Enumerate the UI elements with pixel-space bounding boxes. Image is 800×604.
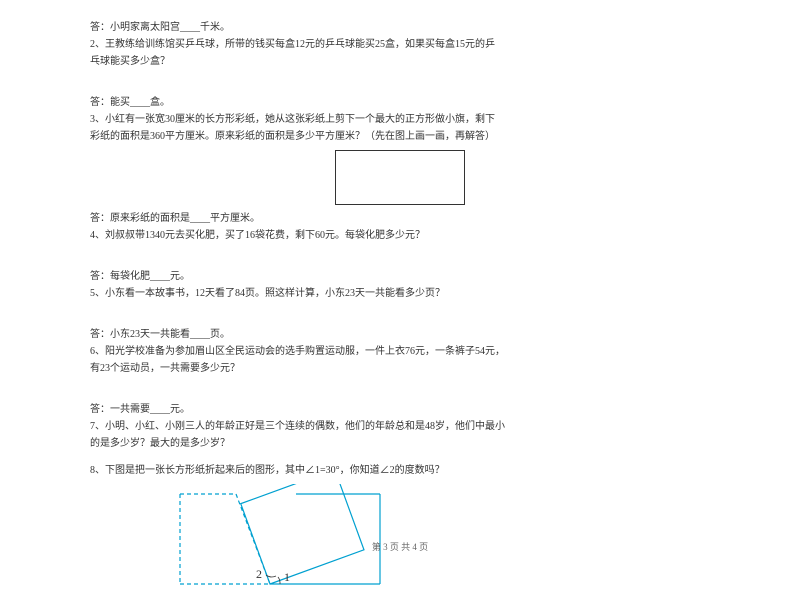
q6-answer: 答：一共需要____元。 — [90, 402, 710, 417]
q2-answer: 答：能买____盒。 — [90, 95, 710, 110]
q6-text-a: 6、阳光学校准备为参加眉山区全民运动会的选手购置运动服，一件上衣76元，一条裤子… — [90, 344, 710, 359]
q2-text-b: 乓球能买多少盒？ — [90, 54, 710, 69]
q4-text: 4、刘叔叔带1340元去买化肥，买了16袋花费，剩下60元。每袋化肥多少元？ — [90, 228, 710, 243]
svg-text:2: 2 — [256, 567, 262, 581]
q2-text-a: 2、王教练给训练馆买乒乓球，所带的钱买每盒12元的乒乓球能买25盒，如果买每盒1… — [90, 37, 710, 52]
q8-figure: 12 — [170, 484, 390, 594]
fold-diagram-svg: 12 — [170, 484, 390, 594]
svg-text:1: 1 — [284, 570, 290, 584]
q4-answer: 答：每袋化肥____元。 — [90, 269, 710, 284]
q3-text-b: 彩纸的面积是360平方厘米。原来彩纸的面积是多少平方厘米？（先在图上画一画，再解… — [90, 129, 710, 144]
q7-text-b: 的是多少岁？最大的是多少岁？ — [90, 436, 710, 451]
q5-text: 5、小东看一本故事书，12天看了84页。照这样计算，小东23天一共能看多少页？ — [90, 286, 710, 301]
q5-answer: 答：小东23天一共能看____页。 — [90, 327, 710, 342]
q3-text-a: 3、小红有一张宽30厘米的长方形彩纸，她从这张彩纸上剪下一个最大的正方形做小旗，… — [90, 112, 710, 127]
q7-text-a: 7、小明、小红、小刚三人的年龄正好是三个连续的偶数，他们的年龄总和是48岁，他们… — [90, 419, 710, 434]
page-content: 答：小明家离太阳宫____千米。 2、王教练给训练馆买乒乓球，所带的钱买每盒12… — [0, 0, 800, 604]
q6-text-b: 有23个运动员，一共需要多少元？ — [90, 361, 710, 376]
page-footer: 第 3 页 共 4 页 — [0, 540, 800, 553]
q8-text: 8、下图是把一张长方形纸折起来后的图形，其中∠1=30°，你知道∠2的度数吗？ — [90, 463, 710, 478]
q3-figure-container — [90, 150, 710, 205]
q3-answer: 答：原来彩纸的面积是____平方厘米。 — [90, 211, 710, 226]
q3-rectangle — [335, 150, 465, 205]
q1-answer: 答：小明家离太阳宫____千米。 — [90, 20, 710, 35]
